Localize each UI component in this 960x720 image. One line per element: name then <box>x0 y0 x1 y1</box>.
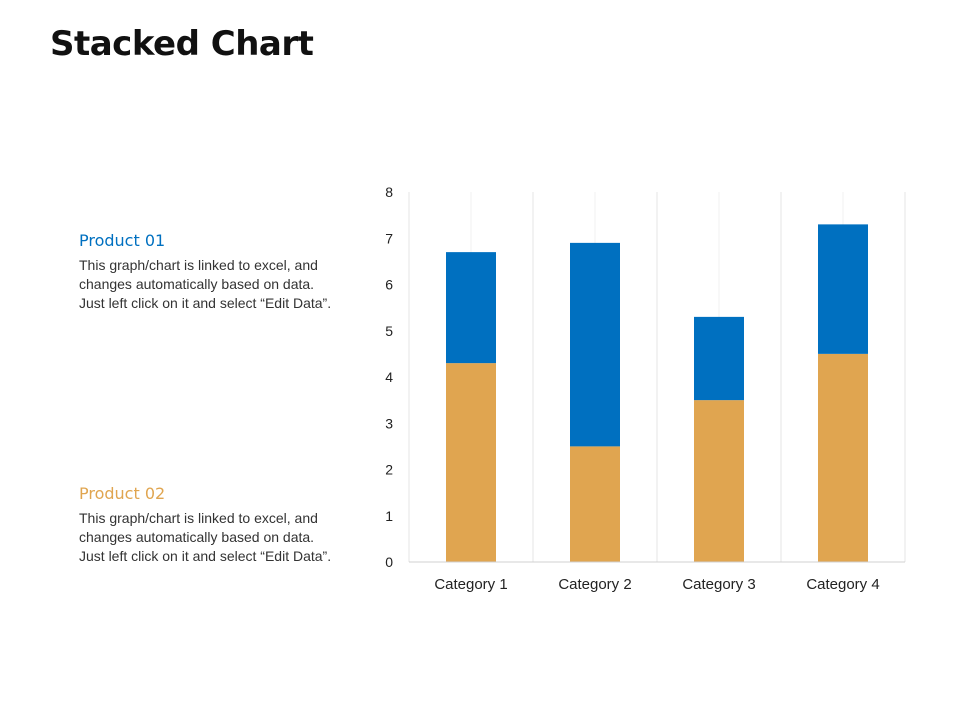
product-01-description: This graph/chart is linked to excel, and… <box>79 257 332 311</box>
x-tick-label: Category 4 <box>806 576 879 593</box>
y-tick-label: 0 <box>385 554 393 570</box>
x-tick-label: Category 3 <box>682 576 755 593</box>
page-title: Stacked Chart <box>50 24 314 64</box>
bar-product-02-category-1[interactable] <box>446 363 496 562</box>
product-01-note: Product 01 This graph/chart is linked to… <box>79 231 379 313</box>
x-tick-label: Category 1 <box>434 576 507 593</box>
y-tick-label: 5 <box>385 323 393 339</box>
y-tick-label: 8 <box>385 184 393 200</box>
y-tick-label: 2 <box>385 462 393 478</box>
bar-product-02-category-4[interactable] <box>818 353 868 562</box>
x-tick-label: Category 2 <box>558 576 631 593</box>
bar-product-01-category-3[interactable] <box>694 316 744 401</box>
y-tick-label: 1 <box>385 508 393 524</box>
bar-product-01-category-2[interactable] <box>570 242 620 447</box>
product-02-description: This graph/chart is linked to excel, and… <box>79 510 332 564</box>
bar-product-01-category-4[interactable] <box>818 224 868 354</box>
y-tick-label: 7 <box>385 230 393 246</box>
bar-product-02-category-2[interactable] <box>570 446 620 562</box>
chart-bars <box>446 224 868 562</box>
chart-axes: Category 1 Category 2 Category 3 Category 4… <box>385 184 905 593</box>
product-01-title: Product 01 <box>79 231 166 250</box>
product-02-title: Product 02 <box>79 484 166 503</box>
y-tick-label: 3 <box>385 415 393 431</box>
y-tick-label: 4 <box>385 369 393 385</box>
y-tick-label: 6 <box>385 277 393 293</box>
bar-product-02-category-3[interactable] <box>694 400 744 562</box>
product-02-note: Product 02 This graph/chart is linked to… <box>79 484 379 566</box>
bar-product-01-category-1[interactable] <box>446 252 496 364</box>
